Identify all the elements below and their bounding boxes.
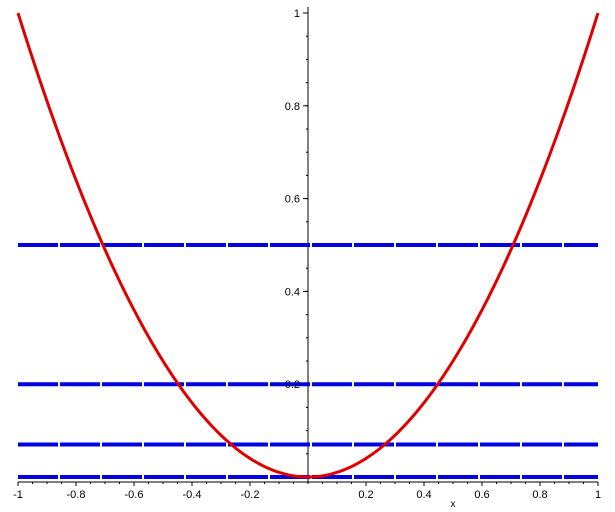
series-layer <box>16 12 600 479</box>
x-axis-label: x <box>451 499 456 510</box>
x-tick-label: 0.6 <box>474 489 489 501</box>
y-tick-label: 1 <box>294 8 300 20</box>
x-tick-label: -1 <box>13 489 23 501</box>
y-tick-label: 0.8 <box>285 101 300 113</box>
x-tick-label: -0.8 <box>67 489 86 501</box>
axes <box>17 7 599 486</box>
x-tick-label: -0.6 <box>125 489 144 501</box>
x-tick-label: 0.2 <box>358 489 373 501</box>
x-tick-label: 0.8 <box>532 489 547 501</box>
x-tick-label: -0.2 <box>241 489 260 501</box>
x-tick-label: 1 <box>595 489 601 501</box>
x-tick-label: 0.4 <box>416 489 431 501</box>
series-curve <box>16 12 600 479</box>
y-tick-label: 0.2 <box>285 379 300 391</box>
tick-labels: -1 -0.8 -0.6 -0.4 -0.2 0.2 0.4 0.6 0.8 1 0.2 0.4 0.6… <box>13 8 601 501</box>
y-tick-label: 0.4 <box>285 286 300 298</box>
y-tick-label: 0.6 <box>285 194 300 206</box>
x-tick-label: -0.4 <box>183 489 202 501</box>
